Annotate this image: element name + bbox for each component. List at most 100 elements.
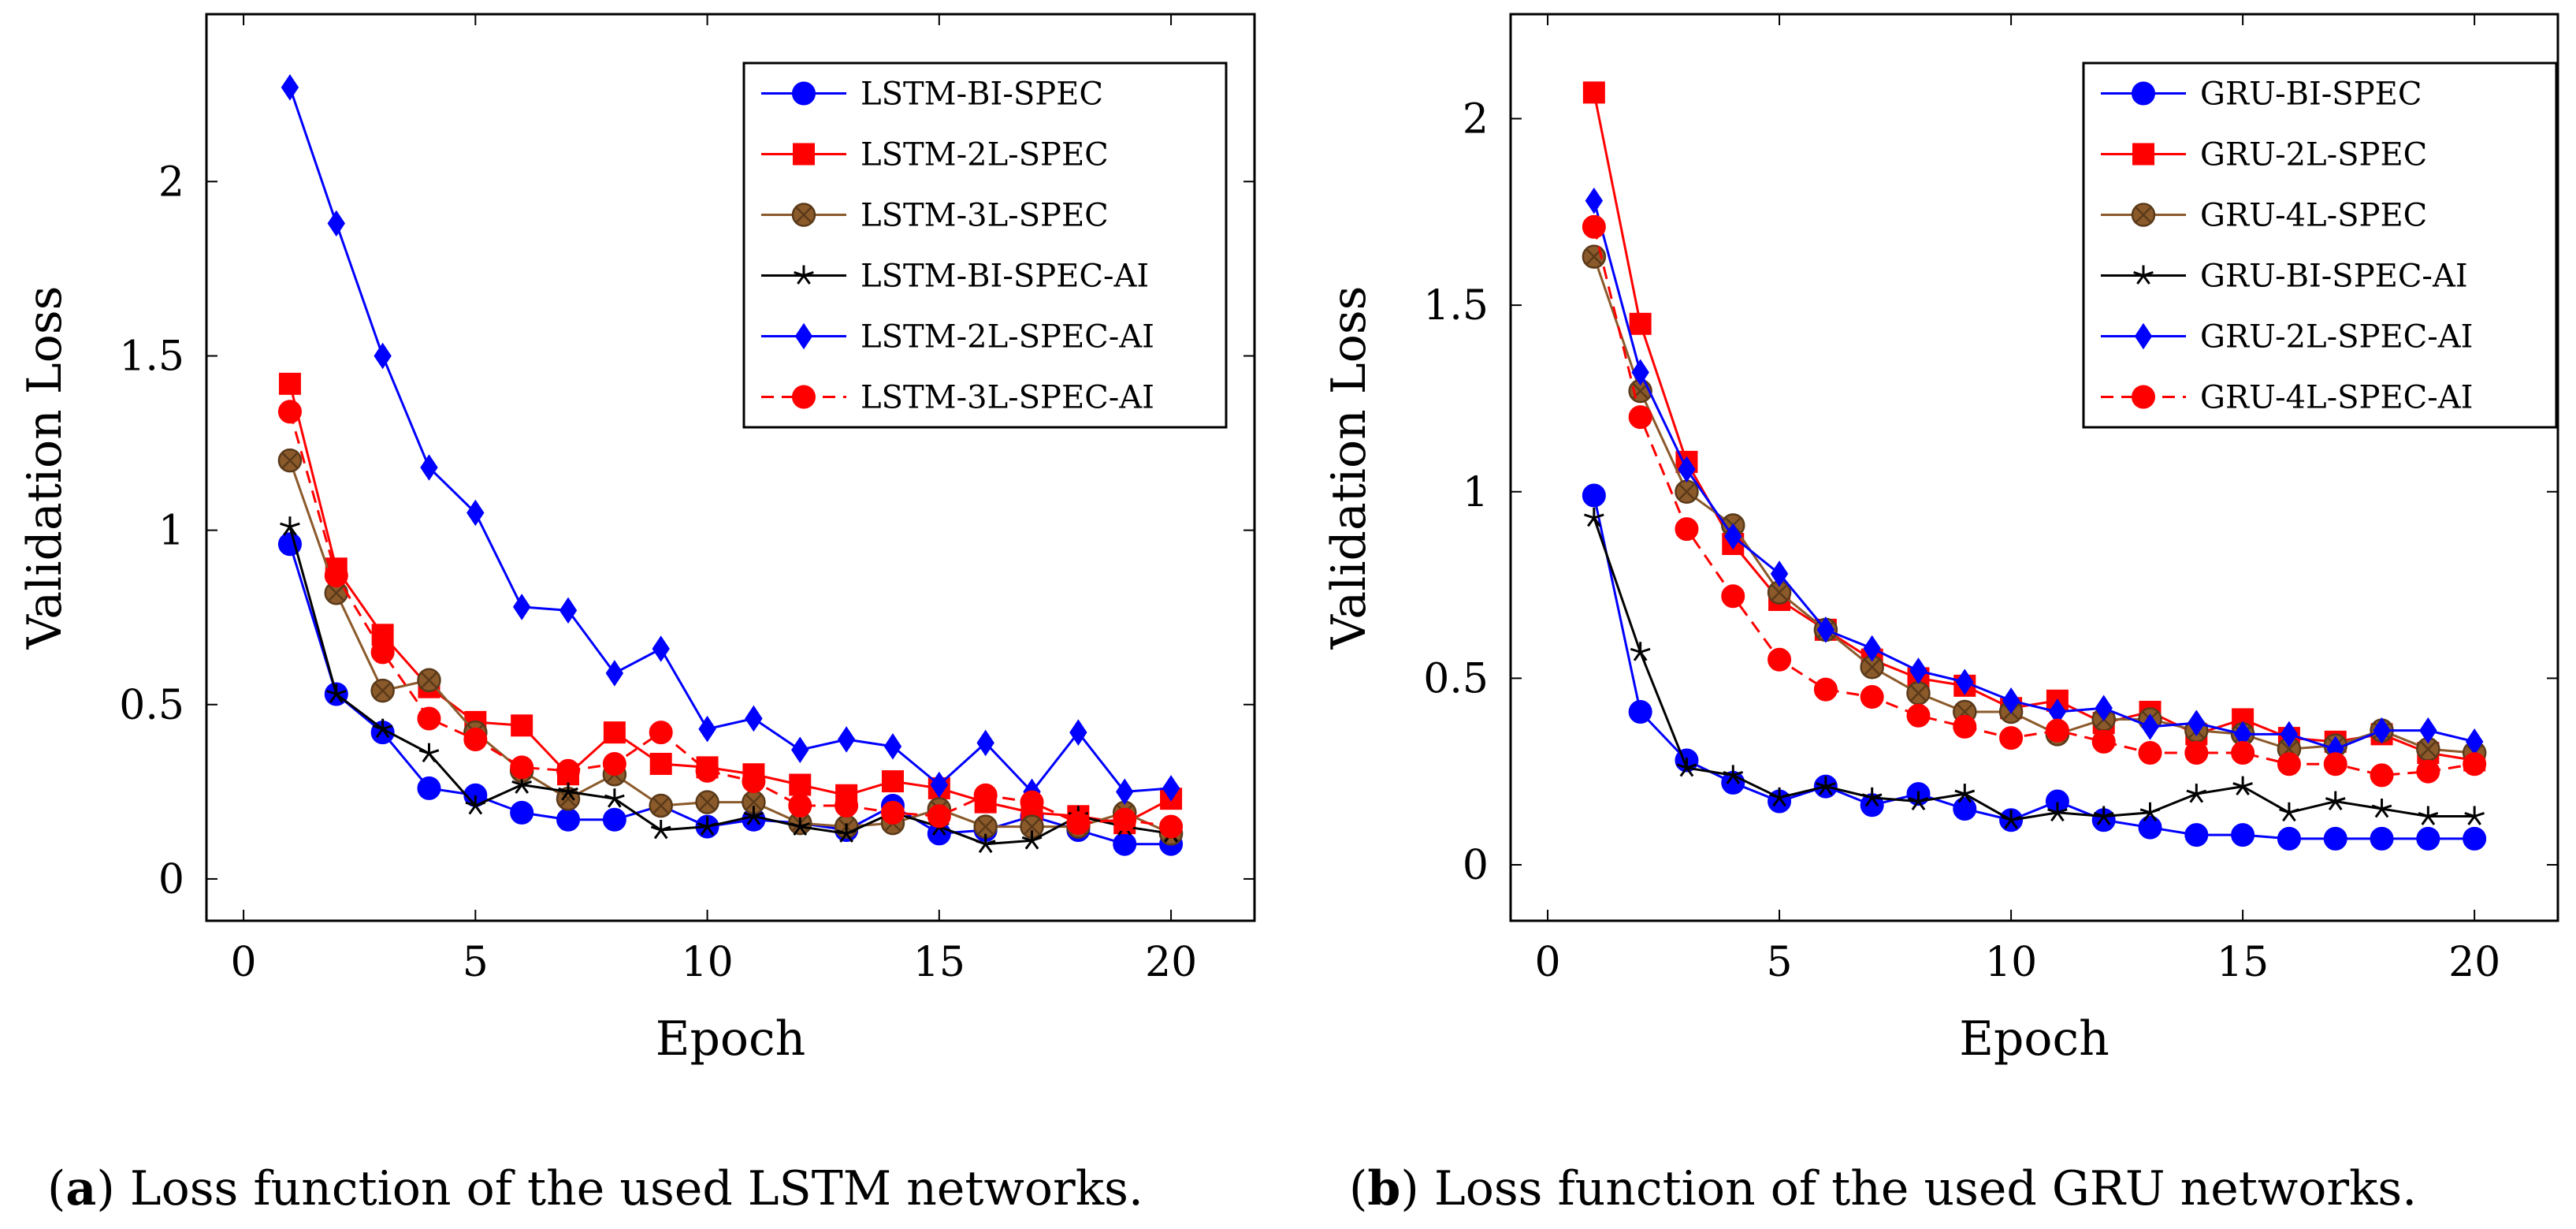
series-lstm-2l-spec-ai	[281, 74, 1180, 806]
legend-label: GRU-2L-SPEC-AI	[2200, 319, 2473, 356]
data-point	[881, 770, 904, 793]
data-point	[789, 773, 812, 796]
data-point	[2186, 784, 2207, 803]
data-point	[975, 833, 996, 854]
data-point	[1162, 775, 1180, 802]
data-point	[2279, 802, 2299, 822]
legend-label: LSTM-3L-SPEC	[861, 198, 1109, 234]
data-point	[1909, 657, 1927, 684]
y-tick-label: 0.5	[119, 682, 184, 729]
data-point	[467, 499, 485, 527]
data-point	[2277, 752, 2301, 777]
data-point	[2001, 810, 2021, 829]
data-point	[790, 816, 811, 836]
data-point	[370, 678, 395, 703]
data-point	[2419, 717, 2437, 744]
figure-caption: (a) Loss function of the used LSTM netwo…	[47, 1161, 1143, 1216]
data-point	[327, 210, 345, 237]
x-tick-label: 0	[231, 939, 257, 986]
y-tick-label: 1	[158, 508, 184, 555]
legend-marker	[2132, 81, 2155, 106]
series-lstm-3l-spec	[277, 448, 1184, 846]
data-point	[1629, 312, 1652, 335]
data-point	[2370, 763, 2394, 788]
data-point	[791, 736, 809, 764]
caption-text: ) Loss function of the used LSTM network…	[96, 1161, 1143, 1216]
data-point	[2093, 806, 2114, 825]
data-point	[2002, 687, 2020, 714]
data-point	[1953, 797, 1977, 821]
legend-label: LSTM-BI-SPEC-AI	[861, 259, 1149, 295]
data-point	[1628, 699, 1652, 724]
y-axis-title: Validation Loss	[1321, 286, 1377, 650]
data-point	[976, 729, 994, 757]
data-point	[604, 788, 625, 808]
data-point	[880, 800, 905, 825]
legend-marker	[2132, 143, 2154, 166]
caption-label: a	[65, 1161, 96, 1216]
legend-marker	[2133, 265, 2154, 285]
data-point	[556, 807, 581, 832]
data-point	[420, 454, 438, 481]
data-point	[280, 516, 300, 536]
legend-label: GRU-4L-SPEC-AI	[2200, 380, 2473, 416]
data-point	[2139, 802, 2161, 822]
data-point	[2138, 815, 2162, 840]
data-point	[930, 771, 949, 799]
data-point	[1908, 791, 1929, 810]
x-axis-title: Epoch	[656, 1011, 806, 1067]
y-tick-label: 1.5	[119, 333, 184, 380]
data-point	[1585, 187, 1604, 214]
x-axis-title: Epoch	[1959, 1011, 2109, 1067]
data-point	[2416, 826, 2440, 851]
data-point	[2464, 806, 2485, 825]
data-point	[281, 74, 299, 101]
x-tick-label: 15	[913, 939, 965, 986]
data-point	[2416, 759, 2440, 784]
data-point	[465, 795, 486, 815]
data-point	[372, 718, 393, 739]
x-tick-label: 10	[1985, 939, 2037, 986]
data-point	[2463, 826, 2487, 851]
data-point	[2325, 791, 2346, 810]
data-point	[2277, 826, 2301, 851]
data-point	[2323, 826, 2347, 851]
data-point	[277, 448, 303, 473]
data-point	[1631, 359, 1649, 386]
data-point	[2188, 709, 2206, 736]
data-point	[2184, 741, 2209, 765]
x-tick-label: 15	[2217, 939, 2269, 986]
data-point	[1721, 584, 1745, 609]
data-point	[277, 400, 302, 424]
data-point	[2138, 741, 2162, 765]
legend-label: GRU-4L-SPEC	[2200, 198, 2427, 234]
data-point	[510, 755, 534, 780]
data-point	[1582, 214, 1606, 239]
x-tick-label: 10	[681, 939, 733, 986]
data-point	[510, 800, 534, 825]
data-point	[745, 705, 763, 732]
x-tick-label: 20	[1145, 939, 1197, 986]
data-point	[1724, 523, 1742, 550]
data-point	[649, 752, 672, 775]
data-point	[743, 806, 764, 825]
data-point	[1066, 811, 1091, 836]
data-point	[695, 758, 719, 783]
data-point	[2047, 802, 2068, 822]
data-point	[325, 683, 347, 703]
series-gru-bi-spec	[1582, 483, 2487, 851]
data-point	[603, 721, 626, 744]
series-line	[288, 526, 1172, 846]
plot-area-frame	[205, 13, 1256, 922]
series-line	[1593, 200, 2475, 750]
data-point	[1768, 647, 1792, 672]
data-point	[324, 564, 348, 588]
data-point	[1113, 807, 1137, 832]
data-point	[1021, 830, 1043, 850]
data-point	[2091, 729, 2116, 754]
data-point	[652, 635, 670, 662]
data-point	[602, 751, 626, 776]
x-tick-label: 20	[2448, 939, 2500, 986]
legend-marker	[794, 265, 814, 285]
data-point	[973, 783, 998, 807]
